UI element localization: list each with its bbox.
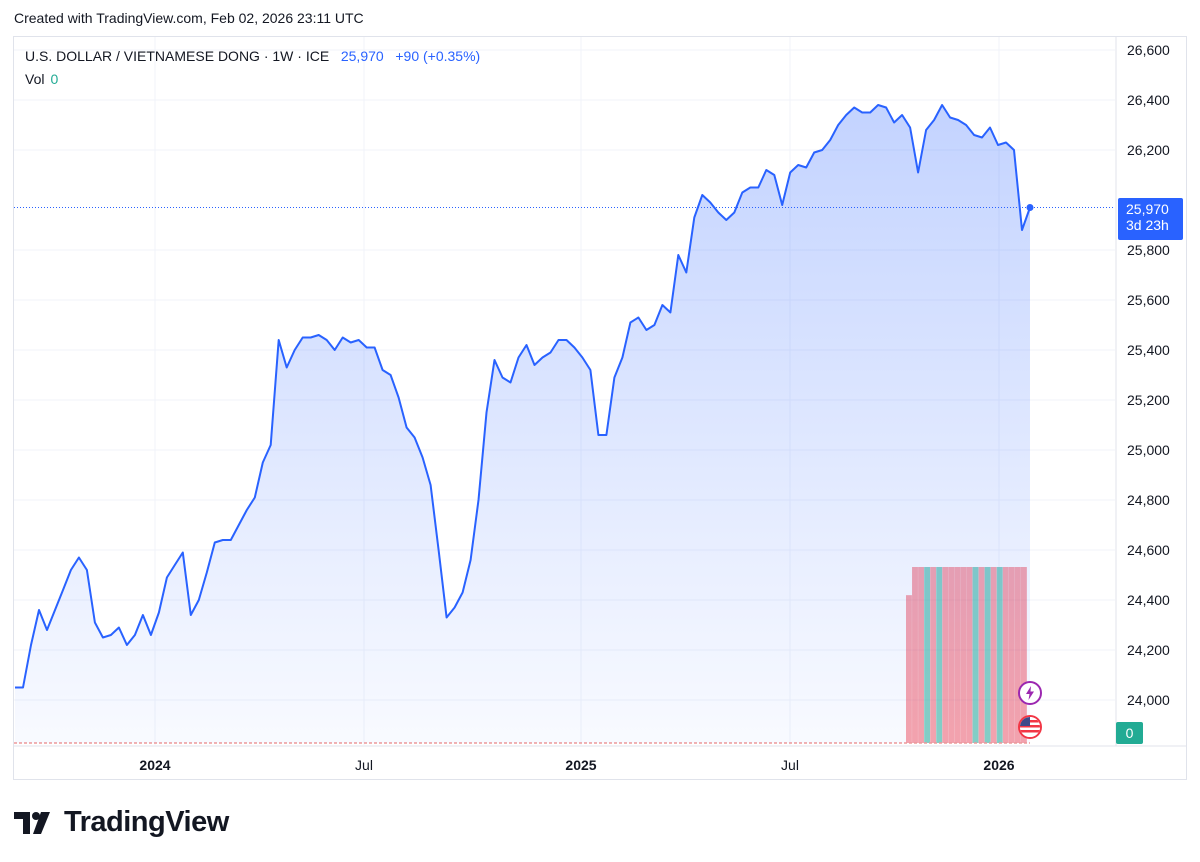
y-tick-label: 26,600 (1127, 42, 1170, 58)
y-tick-label: 24,200 (1127, 642, 1170, 658)
symbol-name: U.S. DOLLAR / VIETNAMESE DONG (25, 48, 260, 64)
x-tick-label: Jul (781, 757, 799, 773)
exchange: ICE (305, 48, 330, 64)
y-tick-label: 26,200 (1127, 142, 1170, 158)
volume-legend: Vol 0 (25, 71, 58, 87)
interval: 1W (272, 48, 294, 64)
volume-tag: 0 (1116, 722, 1143, 744)
last-price-dot (1026, 204, 1034, 211)
x-tick-label: Jul (355, 757, 373, 773)
y-tick-label: 25,000 (1127, 442, 1170, 458)
y-tick-label: 25,400 (1127, 342, 1170, 358)
x-tick-label: 2024 (139, 757, 170, 773)
x-tick-label: 2026 (983, 757, 1014, 773)
y-tick-label: 25,600 (1127, 292, 1170, 308)
chart-frame (13, 36, 1187, 780)
vol-value: 0 (50, 71, 59, 87)
legend-line: U.S. DOLLAR / VIETNAMESE DONG · 1W · ICE… (25, 48, 481, 64)
price-tag-value: 25,970 (1126, 201, 1169, 217)
us-flag-event-icon[interactable] (1018, 715, 1042, 739)
legend-price: 25,970 (340, 48, 384, 64)
tradingview-logo[interactable]: TradingView (14, 806, 229, 839)
y-tick-label: 24,000 (1127, 692, 1170, 708)
y-tick-label: 24,600 (1127, 542, 1170, 558)
tradingview-logo-text: TradingView (64, 806, 229, 838)
y-tick-label: 25,200 (1127, 392, 1170, 408)
legend-change: +90 (+0.35%) (395, 48, 481, 64)
price-tag-countdown: 3d 23h (1126, 217, 1169, 233)
y-tick-label: 26,400 (1127, 92, 1170, 108)
x-tick-label: 2025 (565, 757, 596, 773)
price-area-fill (15, 105, 1030, 743)
x-axis-ticks: 2024 Jul 2025 Jul 2026 (139, 757, 1014, 773)
y-tick-label: 25,800 (1127, 242, 1170, 258)
y-tick-label: 24,400 (1127, 592, 1170, 608)
price-line (15, 104, 1031, 689)
y-axis-ticks: 26,600 26,400 26,200 25,800 25,600 25,400 25,2… (1127, 42, 1170, 708)
last-price-tag: 25,970 3d 23h (1118, 198, 1183, 240)
y-tick-label: 24,800 (1127, 492, 1170, 508)
tradingview-logo-icon (14, 811, 50, 834)
lightning-event-icon[interactable] (1018, 681, 1042, 705)
vol-label: Vol (25, 71, 45, 87)
created-with-header: Created with TradingView.com, Feb 02, 20… (14, 10, 364, 26)
